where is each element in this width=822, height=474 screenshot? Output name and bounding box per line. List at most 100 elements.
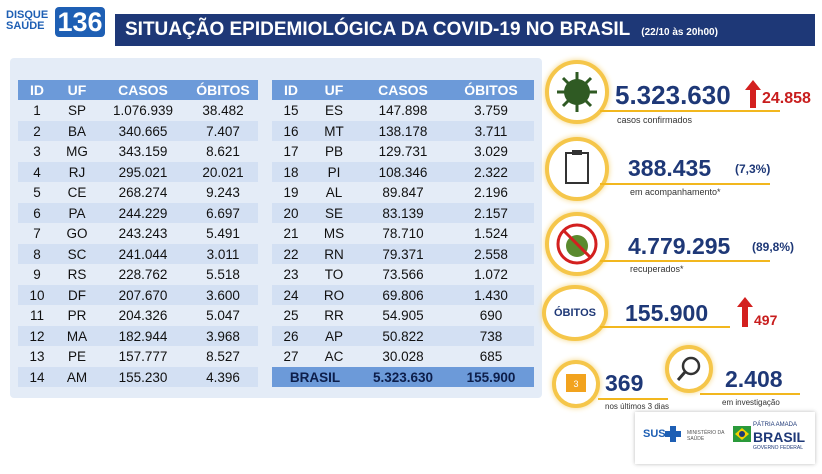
cell: 50.822: [382, 328, 424, 344]
virus-icon: [545, 60, 609, 124]
table-row: 13 PE 157.777 8.527: [18, 347, 258, 367]
underline: [600, 260, 770, 262]
table-row: 12 MA 182.944 3.968: [18, 326, 258, 346]
cell: 1.430: [474, 287, 508, 303]
cell: 20.021: [202, 164, 244, 180]
table-row: 22 RN 79.371 2.558: [272, 244, 534, 264]
cell: 1.072: [474, 267, 508, 282]
cell: 685: [479, 349, 503, 364]
cell: 12: [29, 328, 45, 344]
up-arrow: [745, 80, 761, 108]
cell: 5: [33, 185, 41, 200]
table-row: 18 PI 108.346 2.322: [272, 162, 534, 182]
cell: PR: [67, 308, 87, 323]
table-header: ID UF CASOS ÓBITOS: [18, 80, 258, 100]
underline: [700, 393, 800, 395]
table-row: 24 RO 69.806 1.430: [272, 285, 534, 305]
cell: 244.229: [118, 205, 168, 221]
cell: 38.482: [202, 103, 244, 118]
table-row: 14 AM 155.230 4.396: [18, 367, 258, 387]
column-header: CASOS: [378, 82, 428, 98]
confirmed-increase: 24.858: [762, 90, 811, 107]
cell: PB: [324, 144, 343, 159]
table-row: 1 SP 1.076.939 38.482: [18, 101, 258, 121]
cell: 69.806: [382, 287, 424, 303]
cell: CE: [67, 185, 87, 200]
underline: [600, 183, 770, 185]
cell: GO: [66, 226, 88, 241]
cell: 26: [283, 328, 299, 344]
cell: RN: [324, 246, 344, 262]
cell: 5.047: [206, 308, 240, 323]
cell: BA: [67, 123, 86, 139]
column-header: ÓBITOS: [464, 82, 518, 98]
cell: 182.944: [118, 328, 168, 344]
cell: RO: [323, 287, 345, 303]
column-header: ÓBITOS: [196, 82, 250, 98]
cell: AM: [66, 369, 88, 385]
cell: 241.044: [118, 246, 168, 262]
cell: 3.759: [474, 103, 508, 118]
icon: [556, 223, 598, 265]
table-row: 27 AC 30.028 685: [272, 347, 534, 367]
cell: 83.139: [382, 205, 424, 221]
table-row: 17 PB 129.731 3.029: [272, 142, 534, 162]
cell: 1.524: [474, 226, 508, 241]
cell: 2.157: [474, 205, 508, 221]
cell: PE: [67, 349, 86, 364]
cell: 204.326: [118, 308, 168, 323]
cell: MT: [324, 123, 344, 139]
cell: 738: [479, 328, 503, 344]
cell: 25: [283, 308, 299, 323]
logo-number: 136: [55, 7, 105, 37]
recent-value: 369: [605, 370, 644, 396]
cell: 5.491: [206, 226, 240, 241]
total-cell: BRASIL: [289, 369, 341, 385]
table-row: 15 ES 147.898 3.759: [272, 101, 534, 121]
cell: 147.898: [378, 103, 428, 118]
monitoring-value: 388.435: [628, 155, 712, 181]
cell: 6: [33, 205, 41, 221]
recovered-value: 4.779.295: [628, 233, 731, 259]
cell: RJ: [68, 164, 86, 180]
cell: MA: [66, 328, 88, 344]
cell: 2.196: [474, 185, 508, 200]
calendar-icon: 3: [552, 360, 600, 408]
column-header: UF: [67, 82, 87, 98]
cell: 8.621: [206, 144, 240, 159]
underline: [600, 110, 780, 112]
cell: RS: [67, 267, 87, 282]
cell: 14: [29, 369, 45, 385]
cell: PI: [327, 164, 341, 180]
cell: 19: [283, 185, 299, 200]
recovered-percent: (89,8%): [752, 240, 795, 254]
up-arrow: [737, 297, 753, 327]
cell: 15: [283, 103, 299, 118]
cell: 2.558: [474, 246, 508, 262]
ministry: MINISTÉRIO DA SAÚDE: [687, 430, 725, 442]
cell: 8.527: [206, 349, 240, 364]
cell: AP: [324, 328, 343, 344]
cell: 89.847: [382, 185, 424, 200]
cell: 79.371: [382, 246, 424, 262]
cell: 3.029: [474, 144, 508, 159]
table-row: 8 SC 241.044 3.011: [18, 244, 258, 264]
cell: MG: [66, 144, 88, 159]
cell: 157.777: [118, 349, 168, 364]
cell: 340.665: [118, 123, 168, 139]
cell: 23: [283, 267, 299, 282]
clipboard-icon: [545, 137, 609, 201]
cell: 138.178: [378, 123, 428, 139]
cell: 16: [283, 123, 299, 139]
brasil: BRASIL: [753, 429, 806, 445]
cell: 4: [33, 164, 41, 180]
column-header: CASOS: [118, 82, 168, 98]
cell: PA: [68, 205, 86, 221]
table-header: ID UF CASOS ÓBITOS: [272, 80, 534, 100]
table-row: 9 RS 228.762 5.518: [18, 265, 258, 285]
cell: SE: [324, 205, 343, 221]
table-row: 3 MG 343.159 8.621: [18, 142, 258, 162]
cell: 4.396: [206, 369, 240, 385]
cell: 8: [33, 246, 41, 262]
